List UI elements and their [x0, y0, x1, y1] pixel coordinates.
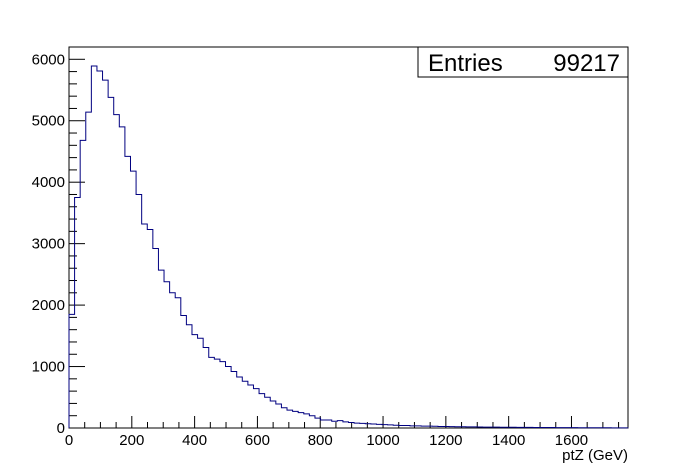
y-tick-label: 2000 [32, 297, 65, 314]
x-axis: 0 200 400 600 800 1000 1200 1400 1600 [65, 416, 620, 449]
x-tick-label: 1200 [429, 432, 462, 449]
x-tick-label: 200 [119, 432, 144, 449]
y-axis: 0 1000 2000 3000 4000 5000 6000 [32, 46, 85, 437]
x-tick-label: 0 [65, 432, 73, 449]
stats-entries-label: Entries [428, 50, 503, 77]
x-tick-label: 1600 [555, 432, 588, 449]
x-tick-label: 1400 [492, 432, 525, 449]
x-tick-label: 1000 [366, 432, 399, 449]
y-tick-label: 6000 [32, 51, 65, 68]
y-tick-label: 4000 [32, 174, 65, 191]
y-tick-label: 0 [57, 420, 65, 437]
x-tick-label: 400 [182, 432, 207, 449]
x-tick-label: 800 [308, 432, 333, 449]
x-tick-label: 600 [245, 432, 270, 449]
y-tick-label: 5000 [32, 113, 65, 130]
stats-entries-value: 99217 [553, 50, 620, 77]
y-tick-label: 1000 [32, 359, 65, 376]
stats-box-frame [417, 46, 629, 78]
stats-box: Entries 99217 [417, 46, 629, 78]
x-axis-title: ptZ (GeV) [562, 447, 628, 464]
histogram-line [68, 65, 629, 429]
y-tick-label: 3000 [32, 236, 65, 253]
plot-frame [68, 46, 629, 429]
